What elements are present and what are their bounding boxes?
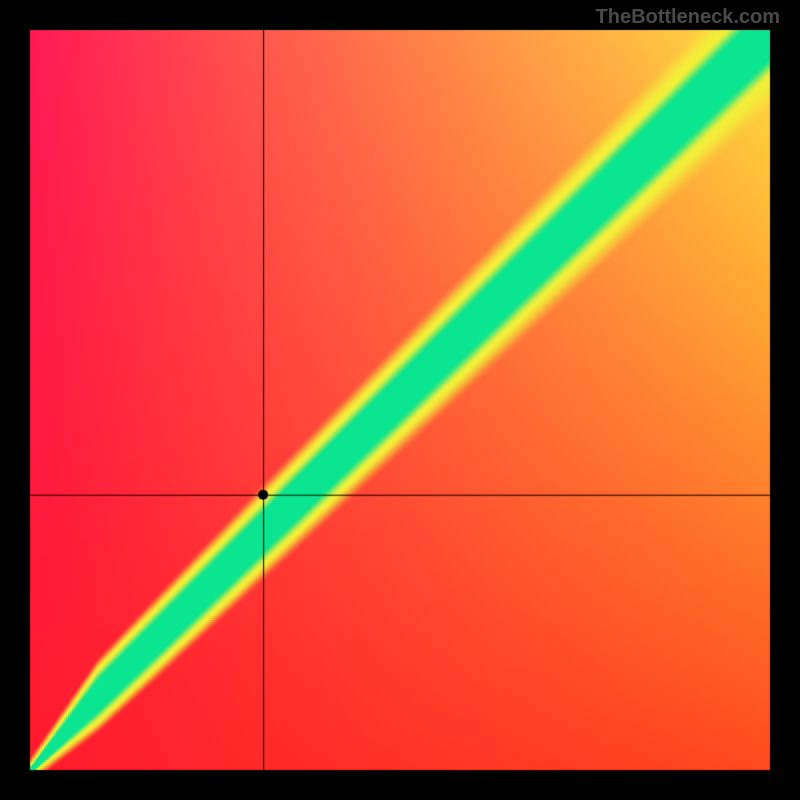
heatmap-canvas (0, 0, 800, 800)
chart-container: TheBottleneck.com (0, 0, 800, 800)
watermark-text: TheBottleneck.com (596, 6, 780, 29)
